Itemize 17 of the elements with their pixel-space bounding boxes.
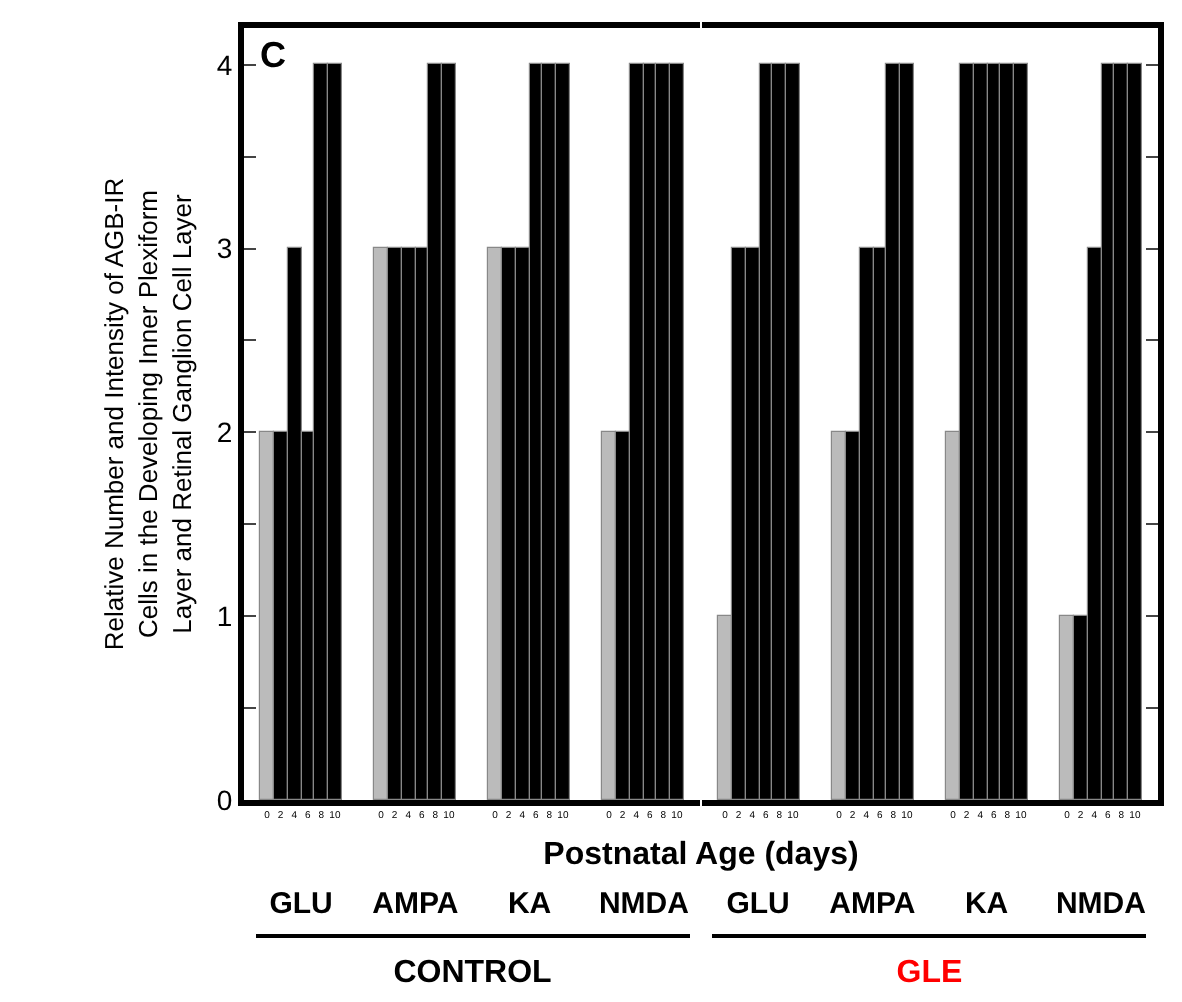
x-axis-title: AMPA bbox=[829, 887, 916, 921]
text: GLE bbox=[896, 956, 963, 992]
annotation: C bbox=[260, 35, 286, 77]
x-axis-title: KA bbox=[507, 887, 552, 921]
x-axis-title: NMDA bbox=[598, 887, 689, 921]
y-axis-title: Relative Number and Intensity of AGB-IR Cells in the Developing Inner Plexiform Layer and Retinal Ganglion Cell Layer bbox=[99, 177, 197, 651]
y-tick-label: 3 bbox=[216, 232, 233, 265]
x-axis-title: AMPA bbox=[372, 887, 459, 921]
text: Postnatal Age (days) bbox=[543, 838, 859, 874]
x-axis-title: GLU bbox=[726, 887, 790, 921]
y-tick-label: 4 bbox=[216, 48, 233, 81]
x-axis-title: NMDA bbox=[1055, 887, 1146, 921]
y-tick-label: 1 bbox=[216, 600, 233, 632]
text: CONTROL bbox=[393, 956, 552, 992]
y-tick-label: 2 bbox=[216, 416, 233, 449]
x-axis-title: KA bbox=[964, 887, 1009, 921]
x-axis-title: GLU bbox=[269, 887, 333, 921]
